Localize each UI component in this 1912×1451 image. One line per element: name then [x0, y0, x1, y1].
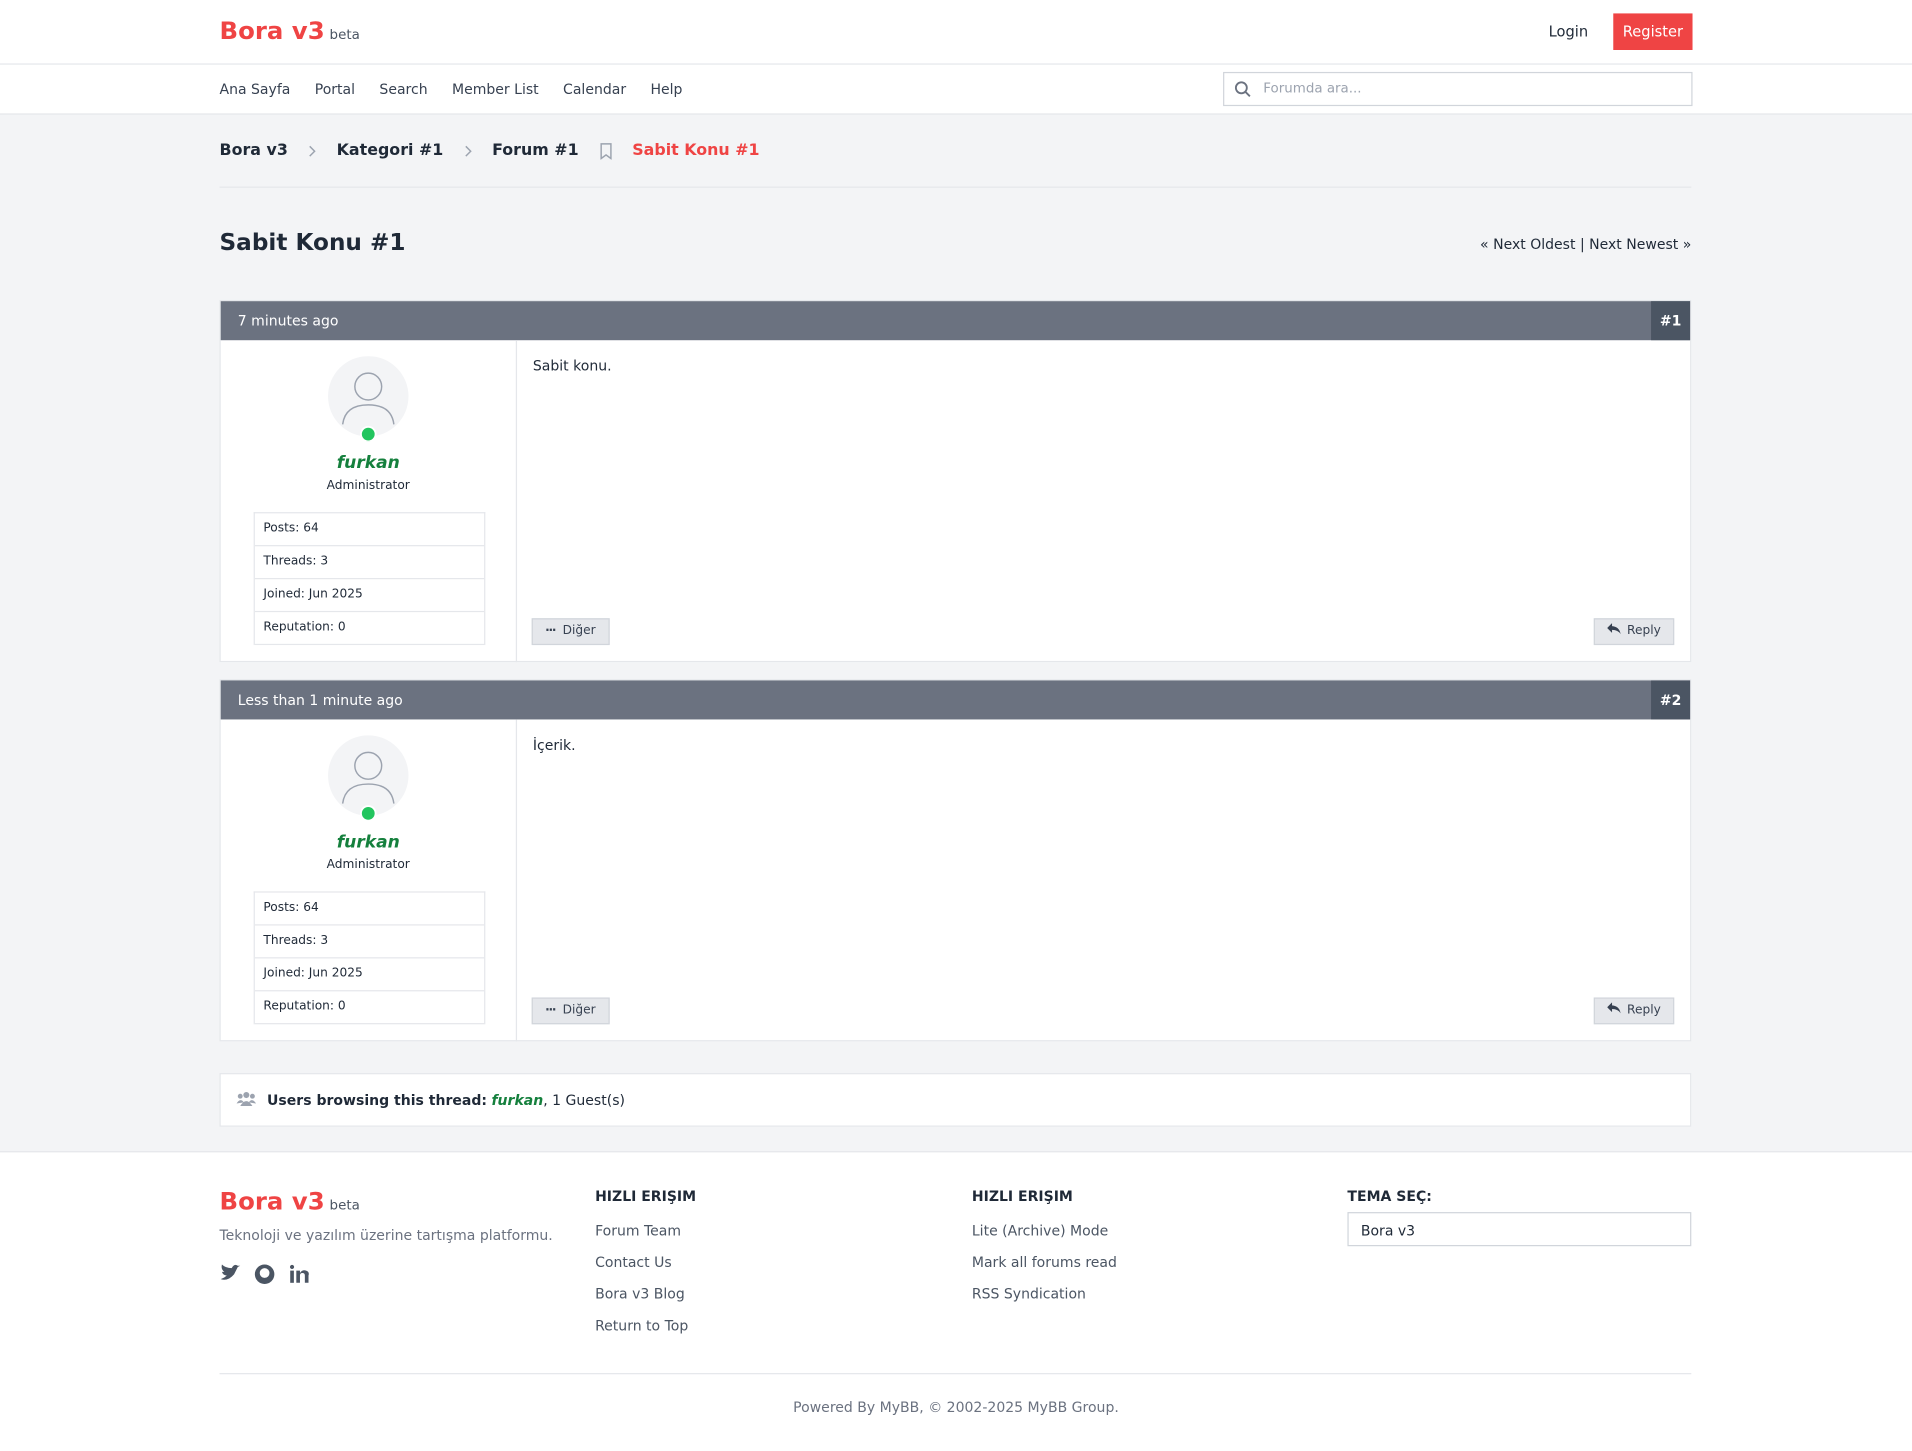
nav-link[interactable]: Ana Sayfa — [219, 80, 291, 98]
author-role: Administrator — [326, 858, 410, 872]
users-icon — [236, 1091, 257, 1106]
post-author: furkan Administrator Posts: 64 Threads: 3 Jo… — [221, 719, 518, 1042]
theme-select[interactable]: Bora v3 — [1347, 1212, 1692, 1247]
stat: Reputation: 0 — [254, 612, 485, 646]
more-button[interactable]: ··· Diğer — [531, 618, 610, 646]
footer-link[interactable]: Bora v3 Blog — [595, 1285, 685, 1303]
social-icons[interactable] — [219, 1263, 317, 1285]
footer-link[interactable]: Mark all forums read — [971, 1253, 1117, 1271]
crumb: Sabit Konu #1 — [632, 141, 760, 160]
crumb[interactable]: Forum #1 — [492, 141, 579, 160]
browsing: Users browsing this thread: furkan, 1 Gu… — [219, 1073, 1692, 1127]
col2: HIZLI ERIŞIM Lite (Archive) Mode Mark all … — [972, 1188, 1117, 1317]
footer-link[interactable]: Contact Us — [595, 1253, 672, 1271]
post-number[interactable]: #1 — [1651, 301, 1691, 341]
post-content: İçerik. — [532, 736, 576, 754]
footer-badge: beta — [329, 1197, 360, 1214]
post-time: 7 minutes ago — [237, 312, 339, 330]
stat: Joined: Jun 2025 — [254, 579, 485, 613]
register[interactable]: Register — [1613, 13, 1693, 50]
crumb[interactable]: Bora v3 — [219, 141, 288, 160]
footer-divider — [219, 1373, 1692, 1375]
next[interactable]: Next Newest » — [1589, 235, 1692, 253]
nav-link[interactable]: Portal — [314, 80, 356, 98]
stat: Threads: 3 — [254, 546, 485, 580]
footer-link[interactable]: Return to Top — [595, 1316, 689, 1335]
brand[interactable]: Bora v3 — [219, 15, 325, 46]
search[interactable]: Forumda ara... — [1223, 71, 1693, 107]
main: Bora v3 Kategori #1 Forum #1 Sabit Konu #1 … — [0, 113, 1912, 1153]
more-label: Diğer — [562, 624, 596, 638]
footer-link[interactable]: Forum Team — [595, 1221, 682, 1239]
divider — [219, 186, 1692, 188]
stat: Reputation: 0 — [254, 991, 485, 1025]
sep: | — [1579, 235, 1585, 253]
more-label: Diğer — [562, 1003, 596, 1017]
post-time: Less than 1 minute ago — [237, 691, 403, 709]
avatar — [328, 735, 409, 824]
col1: HIZLI ERIŞIM Forum Team Contact Us Bora v3 … — [595, 1188, 696, 1349]
crumb-sep — [598, 142, 613, 160]
reply-label: Reply — [1627, 1003, 1661, 1017]
nav-link[interactable]: Help — [650, 80, 683, 98]
nav-link[interactable]: Search — [379, 80, 428, 98]
post: Less than 1 minute ago #2 furkan Administra… — [219, 679, 1692, 1042]
footer-brand[interactable]: Bora v3 — [219, 1186, 325, 1216]
post-number[interactable]: #2 — [1651, 680, 1691, 720]
search-icon — [1234, 81, 1251, 97]
col-title: HIZLI ERIŞIM — [971, 1187, 1073, 1205]
theme: TEMA SEÇ: Bora v3 — [1347, 1187, 1692, 1247]
pagination: « Next Oldest | Next Newest » — [1480, 235, 1691, 252]
footer-link[interactable]: Lite (Archive) Mode — [971, 1221, 1109, 1239]
author-name[interactable]: furkan — [336, 453, 400, 474]
footer-link[interactable]: RSS Syndication — [971, 1285, 1086, 1303]
stat: Posts: 64 — [254, 513, 485, 547]
logo[interactable]: Bora v3 beta — [219, 16, 359, 45]
author-role: Administrator — [326, 479, 410, 493]
post-header: 7 minutes ago #1 — [220, 301, 1691, 341]
stats: Posts: 64 Threads: 3 Joined: Jun 2025 Reput… — [253, 891, 486, 1025]
nav: Ana Sayfa Portal Search Member List Calendar… — [219, 80, 706, 97]
author-name[interactable]: furkan — [336, 832, 400, 853]
post: 7 minutes ago #1 furkan Administrator Posts:… — [219, 299, 1692, 663]
browsing-label: Users browsing this thread: — [267, 1091, 487, 1109]
post-author: furkan Administrator Posts: 64 Threads: 3 Jo… — [221, 340, 518, 663]
theme-title: TEMA SEÇ: — [1347, 1187, 1432, 1205]
stat: Joined: Jun 2025 — [254, 958, 485, 992]
stat: Posts: 64 — [254, 893, 485, 926]
nav-link[interactable]: Calendar — [563, 80, 627, 98]
browsing-guests: , 1 Guest(s) — [543, 1091, 625, 1109]
reply-button[interactable]: Reply — [1594, 618, 1675, 646]
copyright: Powered By MyBB, © 2002-2025 MyBB Group. — [793, 1398, 1119, 1416]
search-placeholder: Forumda ara... — [1263, 80, 1362, 97]
crumb-sep — [307, 143, 317, 158]
crumb-sep — [463, 143, 473, 158]
footer: Bora v3 beta Teknoloji ve yazılım üzerine… — [0, 1151, 1912, 1451]
nav-bar: Ana Sayfa Portal Search Member List Calendar… — [0, 65, 1912, 114]
post-content: Sabit konu. — [532, 357, 612, 375]
breadcrumb: Bora v3 Kategori #1 Forum #1 Sabit Konu #1 — [219, 141, 759, 159]
crumb[interactable]: Kategori #1 — [336, 141, 444, 160]
more-button[interactable]: ··· Diğer — [531, 997, 610, 1025]
prev[interactable]: « Next Oldest — [1480, 235, 1576, 253]
reply-button[interactable]: Reply — [1594, 997, 1675, 1025]
stats: Posts: 64 Threads: 3 Joined: Jun 2025 Reput… — [253, 512, 486, 646]
badge: beta — [329, 26, 360, 43]
top-bar: Bora v3 beta Login Register — [0, 0, 1912, 65]
reply-label: Reply — [1627, 624, 1661, 638]
stat: Threads: 3 — [254, 926, 485, 959]
post-header: Less than 1 minute ago #2 — [220, 680, 1691, 720]
nav-link[interactable]: Member List — [451, 80, 539, 98]
avatar — [328, 356, 409, 445]
tagline: Teknoloji ve yazılım üzerine tartışma pl… — [219, 1226, 553, 1244]
browsing-user[interactable]: furkan — [491, 1091, 544, 1109]
col-title: HIZLI ERIŞIM — [595, 1187, 697, 1205]
login[interactable]: Login — [1548, 23, 1589, 41]
thread-title: Sabit Konu #1 — [219, 229, 406, 257]
